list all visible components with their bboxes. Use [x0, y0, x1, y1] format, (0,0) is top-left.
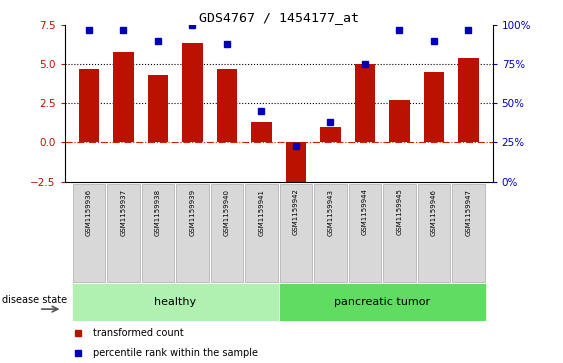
Bar — [458, 58, 479, 142]
Text: GSM1159946: GSM1159946 — [431, 189, 437, 236]
Bar — [251, 122, 272, 142]
Text: GSM1159942: GSM1159942 — [293, 189, 299, 236]
Text: pancreatic tumor: pancreatic tumor — [334, 297, 430, 307]
Text: disease state: disease state — [2, 295, 67, 305]
FancyBboxPatch shape — [142, 184, 174, 282]
Text: GSM1159940: GSM1159940 — [224, 189, 230, 236]
Bar — [79, 69, 99, 142]
Text: percentile rank within the sample: percentile rank within the sample — [92, 347, 257, 358]
FancyBboxPatch shape — [72, 283, 279, 321]
FancyBboxPatch shape — [211, 184, 243, 282]
Text: GSM1159939: GSM1159939 — [189, 189, 195, 236]
Text: GSM1159936: GSM1159936 — [86, 189, 92, 236]
Title: GDS4767 / 1454177_at: GDS4767 / 1454177_at — [199, 11, 359, 24]
Bar — [182, 42, 203, 142]
Bar — [320, 127, 341, 142]
Bar — [355, 65, 376, 142]
Text: GSM1159938: GSM1159938 — [155, 189, 161, 236]
Text: transformed count: transformed count — [92, 328, 184, 338]
FancyBboxPatch shape — [418, 184, 450, 282]
Bar — [389, 100, 410, 142]
FancyBboxPatch shape — [348, 184, 381, 282]
FancyBboxPatch shape — [452, 184, 485, 282]
Text: GSM1159937: GSM1159937 — [120, 189, 127, 236]
Bar — [217, 69, 237, 142]
FancyBboxPatch shape — [107, 184, 140, 282]
FancyBboxPatch shape — [383, 184, 415, 282]
FancyBboxPatch shape — [279, 283, 486, 321]
Text: GSM1159941: GSM1159941 — [258, 189, 265, 236]
FancyBboxPatch shape — [314, 184, 347, 282]
Text: GSM1159943: GSM1159943 — [328, 189, 333, 236]
Text: GSM1159944: GSM1159944 — [362, 189, 368, 236]
FancyBboxPatch shape — [176, 184, 209, 282]
FancyBboxPatch shape — [245, 184, 278, 282]
Bar — [148, 76, 168, 142]
Bar — [285, 142, 306, 185]
Bar — [113, 52, 134, 142]
Text: healthy: healthy — [154, 297, 196, 307]
FancyBboxPatch shape — [73, 184, 105, 282]
Bar — [423, 72, 444, 142]
Text: GSM1159945: GSM1159945 — [396, 189, 403, 236]
Text: GSM1159947: GSM1159947 — [466, 189, 471, 236]
FancyBboxPatch shape — [280, 184, 312, 282]
